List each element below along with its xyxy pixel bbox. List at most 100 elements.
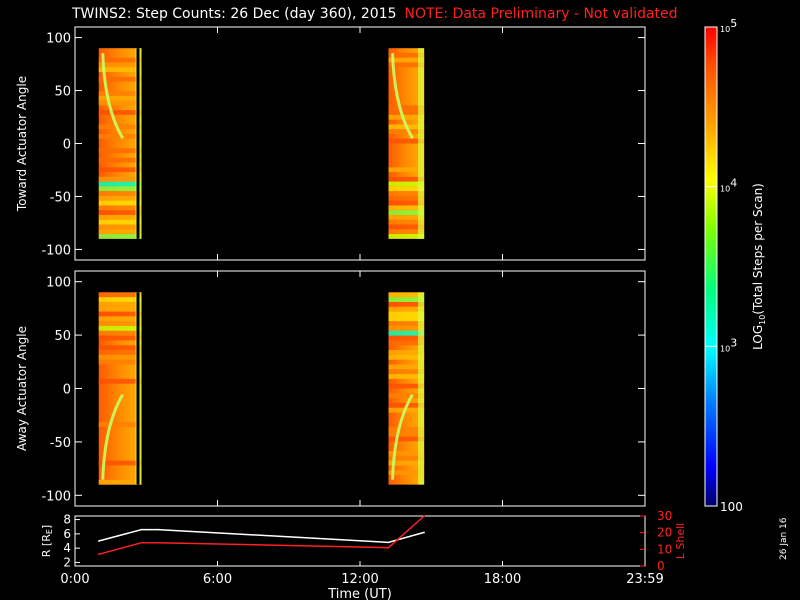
block-band [98,214,142,220]
block-band [98,306,142,312]
data-block-2 [388,48,425,239]
block-band [388,301,425,307]
series-line-1 [98,528,425,544]
y-tick-label: 0 [63,383,71,398]
y-tick-label: -100 [41,489,71,504]
block-band [388,374,425,379]
block-band [98,321,142,327]
block-band [98,301,142,307]
block-band [98,297,142,302]
block-band [98,219,142,225]
panel-frame [74,26,646,261]
block-gap [136,292,140,485]
block-band [98,124,142,130]
preliminary-note: NOTE: Data Preliminary - Not validated [404,6,678,22]
y-tick-label: 50 [54,85,71,100]
block-band [388,297,425,302]
block-band [98,148,142,154]
left-tick-label: 6 [63,527,71,541]
left-tick-label: 8 [63,513,71,527]
date-stamp: 26 Jan 16 [779,517,789,560]
series-point [97,540,100,542]
right-axis-label: L Shell [674,523,687,559]
block-band [98,311,142,317]
block-band [388,330,425,336]
block-band [98,479,142,485]
block-streak [391,393,414,480]
block-gap [136,48,140,239]
block-band [388,321,425,327]
block-band [98,354,142,360]
colorbar-tick-label: 103 [720,336,737,353]
block-band [388,62,425,68]
y-tick-label: 100 [46,32,71,47]
block-band [388,214,425,220]
series-point [97,553,100,556]
block-band [388,234,425,239]
chart-title: TWINS2: Step Counts: 26 Dec (day 360), 2… [72,6,678,22]
right-tick-label: 10 [657,542,672,556]
block-streak [101,393,125,480]
colorbar [704,26,718,507]
block-band [98,110,142,115]
block-band [388,369,425,375]
y-tick-label: 100 [46,276,71,291]
block-band [388,186,425,192]
block-band [98,67,142,73]
x-tick-label: 12:00 [341,572,378,587]
series-point [140,541,143,544]
data-block-1 [98,292,142,485]
block-band [388,460,425,466]
colorbar-label: LOG10(Total Steps per Scan) [751,183,767,350]
block-band [98,186,142,192]
block-band [98,176,142,182]
block-band [98,200,142,206]
block-band [98,167,142,173]
block-band [388,470,425,476]
left-tick-label: 2 [63,555,71,569]
block-streak [101,53,125,139]
block-band [98,422,142,427]
block-edge [418,48,425,239]
right-tick-label: 0 [657,559,665,573]
block-band [98,326,142,331]
block-band [388,195,425,201]
series-point [423,515,425,517]
heatmap-panel-2: 100 50 0 -50 -100 Away Actuator Angle [15,270,646,507]
block-band [388,311,425,317]
block-band [98,359,142,365]
block-band [388,129,425,134]
colorbar-tick-label: 104 [720,177,737,194]
series-point [157,528,159,531]
y-tick-label: 50 [54,329,71,344]
right-tick-label: 30 [657,509,672,523]
block-band [98,229,142,235]
block-band [98,234,142,239]
y-axis-label: Away Actuator Angle [15,326,29,451]
y-tick-label: 0 [63,138,71,153]
block-band [388,436,425,442]
block-band [98,350,142,355]
block-band [388,210,425,215]
block-edge [418,292,425,485]
block-band [388,110,425,115]
block-band [388,431,425,437]
heatmap-panel-1: 100 50 0 -50 -100 Toward Actuator Angle [15,26,646,261]
block-band [388,354,425,360]
series-point [423,531,425,534]
block-band [98,57,142,63]
data-block-1 [98,48,142,239]
block-band [98,181,142,187]
block-band [98,316,142,322]
x-tick-label: 6:00 [203,572,232,587]
left-axis-label: R [RE] [40,525,54,557]
block-band [388,450,425,456]
series-point [387,546,390,549]
x-axis-label: Time (UT) [327,587,392,600]
block-band [98,345,142,351]
block-band [388,114,425,120]
block-band [98,76,142,82]
block-band [388,105,425,111]
block-band [388,57,425,63]
